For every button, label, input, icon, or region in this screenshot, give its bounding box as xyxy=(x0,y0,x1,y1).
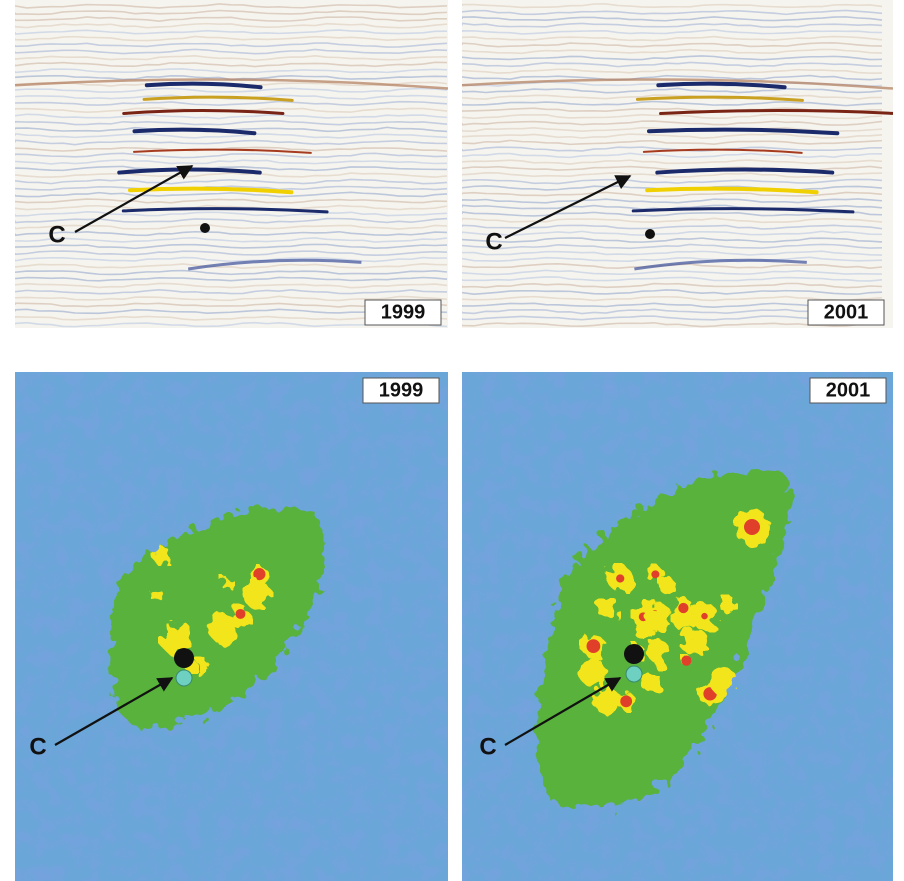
well-marker xyxy=(200,223,210,233)
red-spot xyxy=(744,519,760,535)
year-label: 2001 xyxy=(824,301,869,323)
yellow-spot xyxy=(150,589,163,602)
red-spot xyxy=(678,603,688,613)
red-spot xyxy=(587,639,601,653)
yellow-spot xyxy=(198,669,208,679)
red-spot xyxy=(651,570,659,578)
seismic-panel: C 2001 xyxy=(462,0,895,328)
map-panel: C 1999 xyxy=(15,372,448,881)
panel-body xyxy=(462,372,893,881)
red-spot xyxy=(620,695,632,707)
yellow-spot xyxy=(646,639,669,662)
well-marker xyxy=(174,648,194,668)
red-spot xyxy=(701,613,708,620)
panel-body xyxy=(15,0,448,328)
annotation-label: C xyxy=(29,733,46,760)
red-spot xyxy=(235,609,245,619)
yellow-spot xyxy=(681,629,709,657)
yellow-spot xyxy=(596,595,619,618)
yellow-spot xyxy=(645,603,672,630)
year-label: 1999 xyxy=(379,379,424,401)
seismic-panel: C 1999 xyxy=(15,0,448,328)
figure: C 1999 C 2001 C 1999 C 2001 xyxy=(0,0,904,881)
panel-body xyxy=(462,0,895,328)
year-label: 2001 xyxy=(826,379,871,401)
annotation-label: C xyxy=(48,221,65,248)
annotation-label: C xyxy=(485,228,502,255)
well-ring xyxy=(626,666,642,682)
well-marker xyxy=(645,229,655,239)
yellow-spot xyxy=(220,576,233,589)
yellow-spot xyxy=(659,577,676,594)
well-marker xyxy=(624,644,644,664)
yellow-spot xyxy=(151,545,170,564)
annotation-label: C xyxy=(479,733,496,760)
yellow-spot xyxy=(579,660,606,687)
yellow-spot xyxy=(243,580,271,608)
map-panel: C 2001 xyxy=(462,372,893,881)
yellow-spot xyxy=(709,667,737,695)
red-spot xyxy=(253,568,265,580)
red-spot xyxy=(681,655,691,665)
yellow-spot xyxy=(216,625,239,648)
red-spot xyxy=(616,574,624,582)
year-label: 1999 xyxy=(381,301,426,323)
well-ring xyxy=(176,670,192,686)
yellow-spot xyxy=(720,596,737,613)
yellow-spot xyxy=(641,672,662,693)
panel-body xyxy=(15,372,448,881)
